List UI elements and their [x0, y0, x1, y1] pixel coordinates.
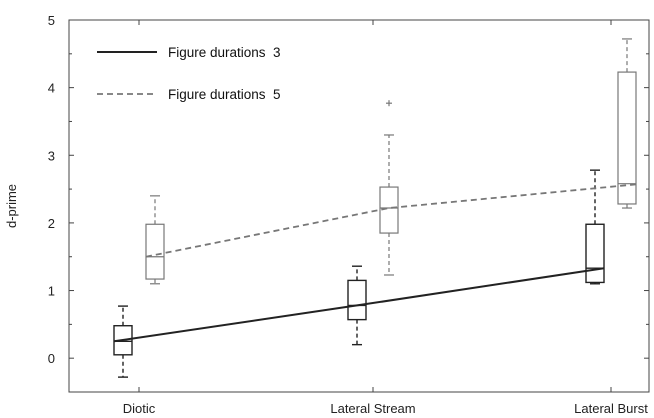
y-tick-label: 2	[48, 216, 55, 231]
box-iqr	[585, 223, 605, 284]
mean-line-series-2	[145, 183, 637, 258]
box-2-2	[379, 100, 399, 276]
box-2-3	[617, 38, 637, 209]
plot-area	[68, 19, 650, 393]
box-series	[113, 38, 637, 378]
y-tick-label: 5	[48, 13, 55, 28]
x-tick-label: Diotic	[123, 401, 156, 416]
box-iqr	[379, 186, 399, 234]
box-iqr	[347, 279, 367, 321]
y-axis: 0 1 2 3 4 5	[48, 13, 649, 393]
y-tick-label: 4	[48, 81, 55, 96]
y-tick-label: 0	[48, 351, 55, 366]
x-axis: Diotic Lateral Stream Lateral Burst	[123, 20, 648, 416]
legend-label-series-2: Figure durations 5	[168, 87, 281, 102]
legend-label-series-1: Figure durations 3	[168, 45, 281, 60]
box-1-3	[585, 169, 605, 285]
x-tick-label: Lateral Stream	[330, 401, 415, 416]
y-axis-label: d-prime	[4, 184, 19, 228]
x-tick-label: Lateral Burst	[574, 401, 648, 416]
mean-line-series-1	[113, 267, 605, 343]
mean-lines	[113, 183, 637, 343]
box-iqr	[145, 223, 165, 280]
box-iqr	[617, 71, 637, 205]
y-tick-label: 3	[48, 148, 55, 163]
legend: Figure durations 3 Figure durations 5	[97, 45, 281, 102]
box-2-1	[145, 195, 165, 285]
y-tick-label: 1	[48, 284, 55, 299]
